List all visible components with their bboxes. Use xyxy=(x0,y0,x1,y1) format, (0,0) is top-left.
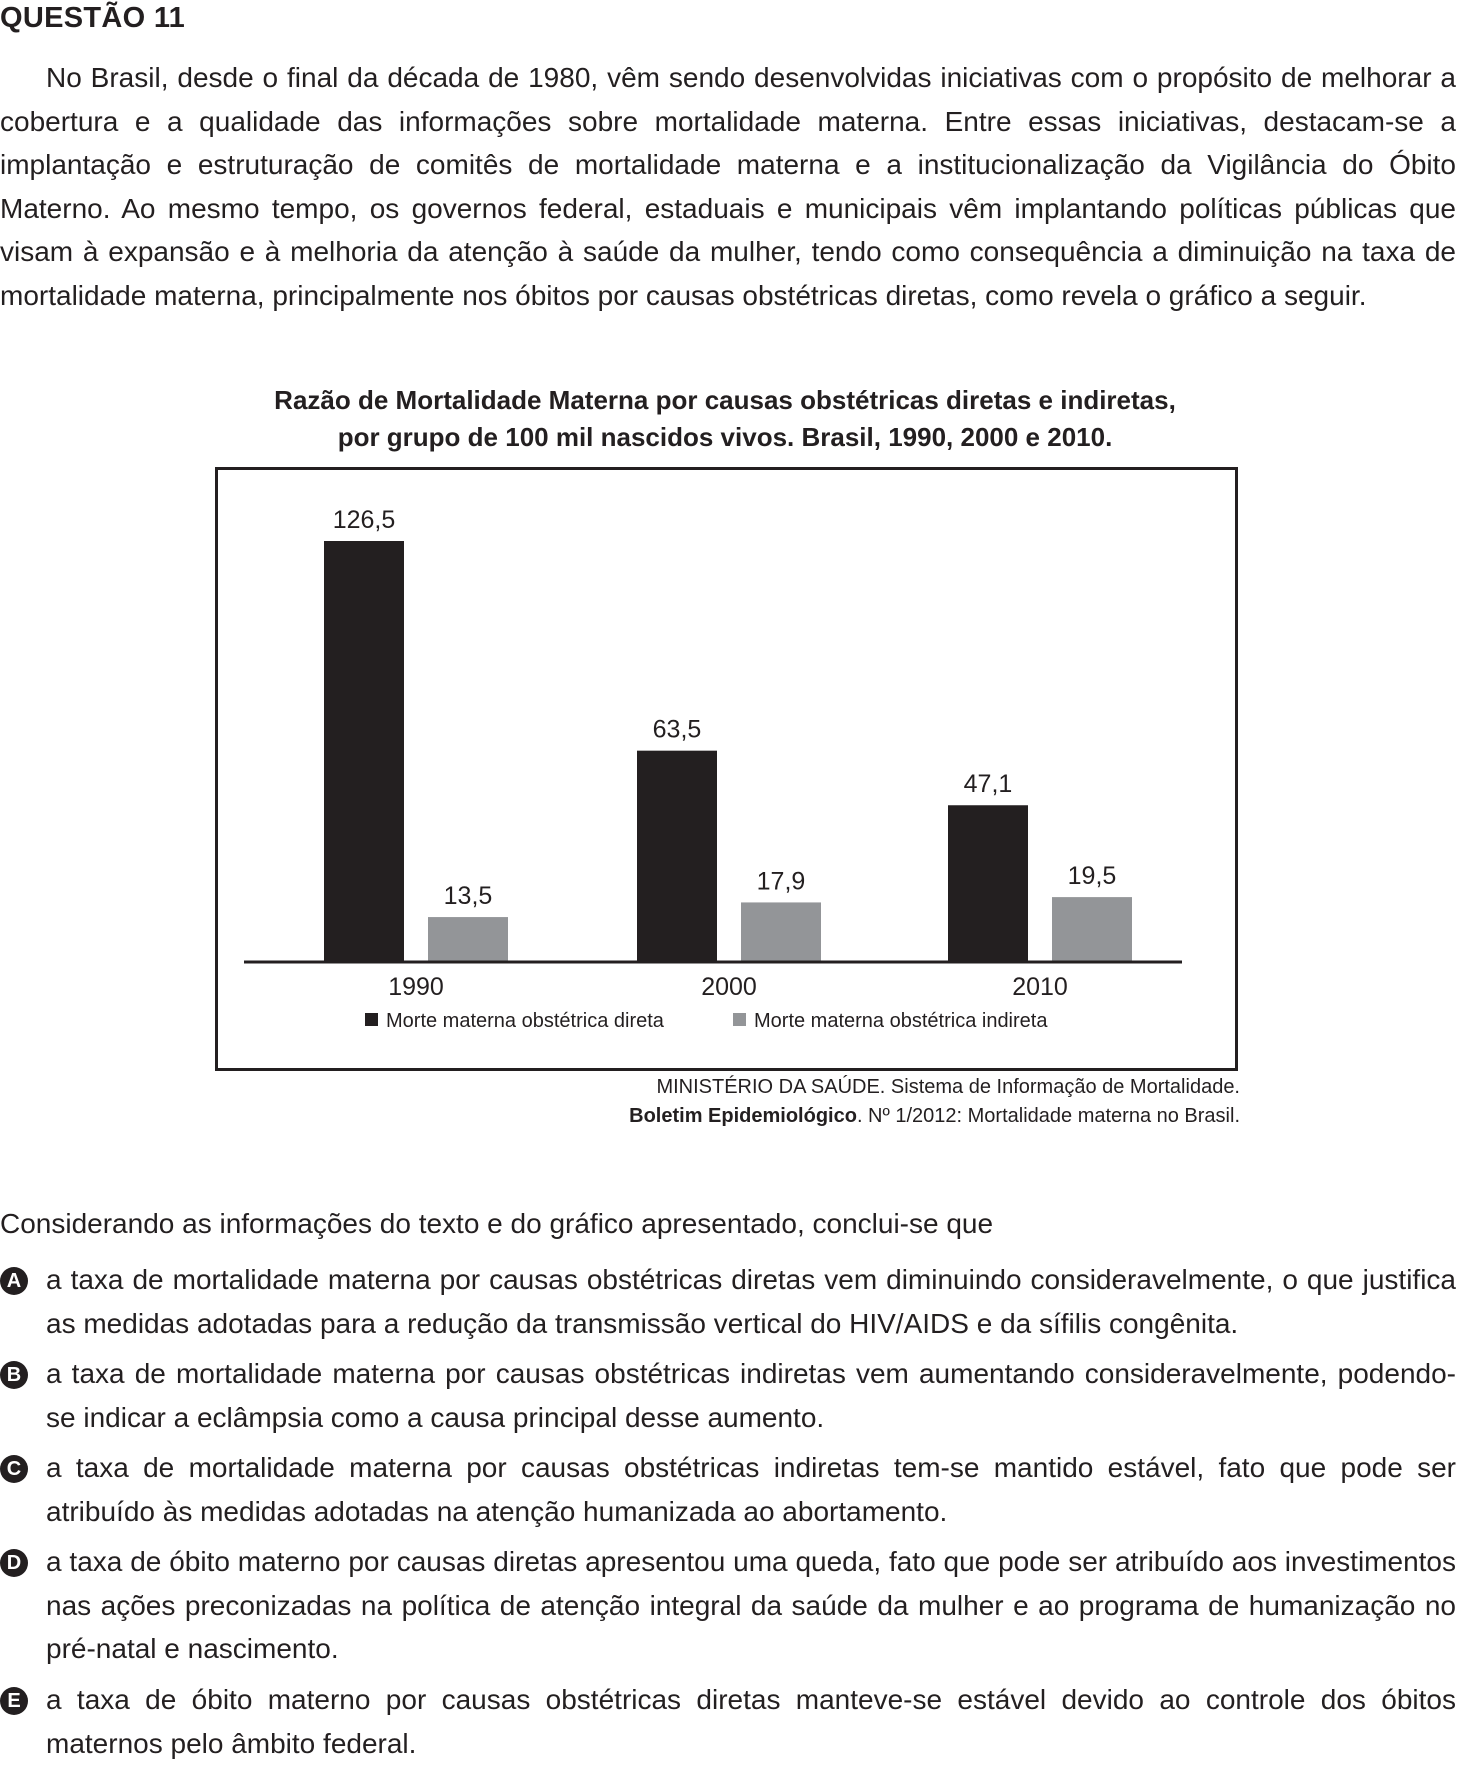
option-c[interactable]: C a taxa de mortalidade materna por caus… xyxy=(0,1446,1456,1533)
question-intro: No Brasil, desde o final da década de 19… xyxy=(0,62,1456,311)
source-line2: Boletim Epidemiológico. Nº 1/2012: Morta… xyxy=(400,1105,1240,1128)
option-c-text: a taxa de mortalidade materna por causas… xyxy=(46,1452,1456,1527)
option-b-text: a taxa de mortalidade materna por causas… xyxy=(46,1358,1456,1433)
option-b-letter-badge: B xyxy=(0,1361,28,1389)
option-e[interactable]: E a taxa de óbito materno por causas obs… xyxy=(0,1678,1456,1765)
question-stem: Considerando as informações do texto e d… xyxy=(0,1208,994,1239)
legend-label-indireta: Morte materna obstétrica indireta xyxy=(754,1010,1048,1032)
chart-title: Razão de Mortalidade Materna por causas … xyxy=(195,382,1255,456)
option-d[interactable]: D a taxa de óbito materno por causas dir… xyxy=(0,1540,1456,1671)
data-label-2000-direta: 63,5 xyxy=(653,716,702,744)
source-line1: MINISTÉRIO DA SAÚDE. Sistema de Informaç… xyxy=(656,1076,1240,1098)
data-label-1990-direta: 126,5 xyxy=(333,506,396,534)
bar-2000-direta xyxy=(637,750,717,962)
option-a[interactable]: A a taxa de mortalidade materna por caus… xyxy=(0,1258,1456,1345)
source-reference: . Nº 1/2012: Mortalidade materna no Bras… xyxy=(856,1105,1240,1127)
legend-swatch-indireta xyxy=(733,1013,746,1026)
option-e-letter-badge: E xyxy=(0,1687,28,1715)
option-a-letter-badge: A xyxy=(0,1267,28,1295)
data-label-1990-indireta: 13,5 xyxy=(444,882,493,910)
option-d-text: a taxa de óbito materno por causas diret… xyxy=(46,1546,1456,1664)
chart-frame xyxy=(215,467,1238,1071)
bar-1990-direta xyxy=(324,541,404,962)
option-a-text: a taxa de mortalidade materna por causas… xyxy=(46,1264,1456,1339)
data-label-2010-indireta: 19,5 xyxy=(1068,862,1117,890)
option-c-letter-badge: C xyxy=(0,1455,28,1483)
chart-title-line2: por grupo de 100 mil nascidos vivos. Bra… xyxy=(337,422,1113,452)
bar-2010-direta xyxy=(948,805,1028,962)
legend-swatch-direta xyxy=(365,1013,378,1026)
bar-2010-indireta xyxy=(1052,897,1132,962)
option-e-text: a taxa de óbito materno por causas obsté… xyxy=(46,1684,1456,1759)
data-label-2000-indireta: 17,9 xyxy=(757,867,806,895)
x-tick-label-2010: 2010 xyxy=(1012,973,1068,1001)
question-title: QUESTÃO 11 xyxy=(0,2,186,34)
x-tick-label-1990: 1990 xyxy=(388,973,444,1001)
option-b[interactable]: B a taxa de mortalidade materna por caus… xyxy=(0,1352,1456,1439)
bar-chart: 126,5 13,5 1990 63,5 17,9 2000 47,1 19,5 2010 Mor… xyxy=(244,506,1182,1032)
option-d-letter-badge: D xyxy=(0,1549,28,1577)
x-tick-label-2000: 2000 xyxy=(701,973,757,1001)
bar-1990-indireta xyxy=(428,917,508,962)
chart-title-line1: Razão de Mortalidade Materna por causas … xyxy=(274,385,1176,415)
data-label-2010-direta: 47,1 xyxy=(964,770,1013,798)
bar-2000-indireta xyxy=(741,902,821,962)
legend-label-direta: Morte materna obstétrica direta xyxy=(386,1010,665,1032)
source-publication: Boletim Epidemiológico xyxy=(629,1105,857,1127)
